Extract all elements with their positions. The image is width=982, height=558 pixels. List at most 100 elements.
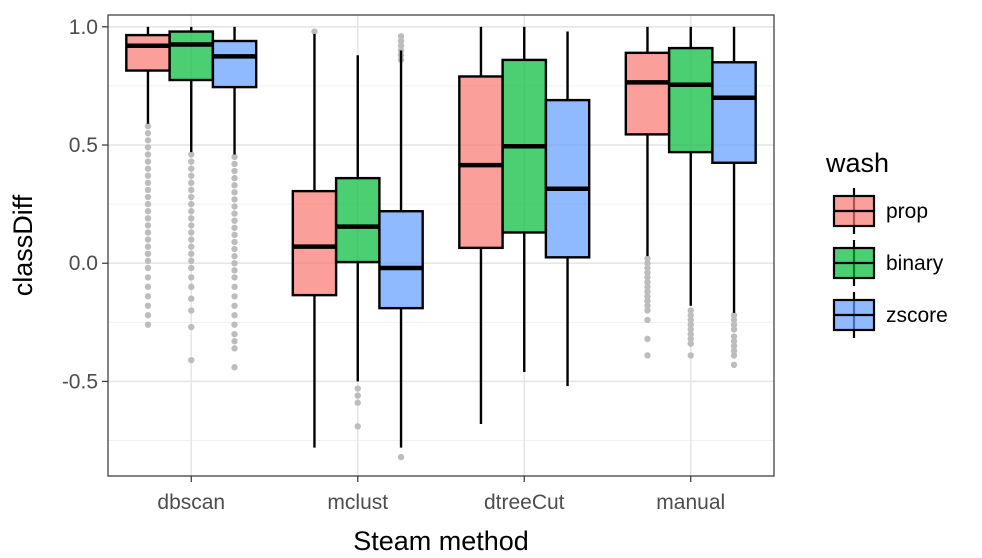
outlier-point bbox=[687, 335, 694, 343]
outlier-point bbox=[144, 200, 152, 208]
outlier-point bbox=[644, 255, 651, 262]
box-body bbox=[291, 189, 338, 297]
outlier-point bbox=[730, 347, 738, 354]
box-body bbox=[667, 46, 714, 154]
outlier-point bbox=[231, 274, 238, 281]
outlier-point bbox=[730, 342, 738, 350]
outlier-point bbox=[231, 345, 238, 352]
box-prop-dtreeCut bbox=[458, 26, 504, 424]
outlier-point bbox=[397, 33, 405, 40]
outlier-point bbox=[687, 326, 694, 333]
outlier-point bbox=[188, 236, 195, 243]
outlier-point bbox=[644, 307, 651, 314]
outlier-point bbox=[231, 217, 238, 224]
box-zscore-dbscan bbox=[211, 26, 258, 371]
outlier-point bbox=[144, 172, 152, 179]
outlier-point bbox=[644, 283, 651, 291]
outlier-point bbox=[188, 222, 195, 229]
outlier-point bbox=[188, 243, 195, 250]
box-zscore-mclust bbox=[378, 33, 424, 461]
outlier-point bbox=[644, 293, 651, 300]
outlier-point bbox=[144, 151, 152, 158]
x-axis-title: Steam method bbox=[353, 526, 529, 556]
box-body bbox=[458, 75, 504, 250]
outlier-point bbox=[687, 330, 694, 338]
y-tick-label: -0.5 bbox=[62, 370, 98, 393]
outlier-point bbox=[144, 321, 152, 328]
outlier-point bbox=[144, 274, 152, 281]
outlier-point bbox=[644, 297, 651, 305]
outlier-point bbox=[730, 312, 738, 319]
box-body bbox=[711, 61, 757, 164]
outlier-point bbox=[231, 302, 238, 309]
outlier-point bbox=[730, 352, 738, 359]
outlier-point bbox=[144, 122, 152, 130]
outlier-point bbox=[644, 352, 651, 359]
outlier-point bbox=[188, 283, 195, 291]
outlier-point bbox=[144, 215, 152, 222]
outlier-point bbox=[231, 153, 238, 161]
y-tick-label: 1.0 bbox=[69, 16, 98, 39]
outlier-point bbox=[144, 229, 152, 236]
box-binary-dtreeCut bbox=[501, 26, 548, 372]
x-tick-label: mclust bbox=[327, 491, 388, 514]
outlier-point bbox=[188, 356, 195, 364]
outlier-point bbox=[144, 186, 152, 194]
outlier-point bbox=[188, 165, 195, 172]
outlier-point bbox=[188, 250, 195, 257]
box-zscore-dtreeCut bbox=[544, 31, 591, 387]
outlier-point bbox=[188, 307, 195, 314]
outlier-point bbox=[231, 238, 238, 246]
outlier-point bbox=[730, 361, 738, 369]
outlier-point bbox=[354, 392, 361, 399]
outlier-point bbox=[188, 229, 195, 236]
outlier-point bbox=[687, 316, 694, 324]
box-prop-manual bbox=[624, 26, 671, 359]
outlier-point bbox=[730, 321, 738, 328]
legend-label: binary bbox=[886, 252, 944, 275]
outlier-point bbox=[144, 250, 152, 257]
outlier-point bbox=[144, 236, 152, 243]
outlier-point bbox=[144, 243, 152, 250]
outlier-point bbox=[188, 215, 195, 222]
outlier-point bbox=[730, 338, 738, 345]
outlier-point bbox=[144, 302, 152, 309]
y-tick-label: 0.0 bbox=[69, 252, 98, 275]
outlier-point bbox=[231, 267, 238, 274]
outlier-point bbox=[730, 326, 738, 333]
outlier-point bbox=[231, 321, 238, 328]
outlier-point bbox=[644, 335, 651, 343]
y-axis-title: classDiff bbox=[8, 194, 38, 296]
outlier-point bbox=[311, 28, 318, 35]
box-body bbox=[334, 176, 381, 264]
outlier-point bbox=[730, 333, 738, 340]
outlier-point bbox=[397, 37, 405, 45]
outlier-point bbox=[144, 283, 152, 291]
x-axis: dbscan mclust dtreeCut manual bbox=[157, 476, 725, 514]
outlier-point bbox=[188, 257, 195, 265]
outlier-point bbox=[231, 330, 238, 338]
x-tick-label: manual bbox=[656, 491, 725, 514]
outlier-point bbox=[397, 42, 405, 49]
box-binary-mclust bbox=[334, 55, 381, 430]
outlier-point bbox=[231, 224, 238, 231]
x-tick-label: dtreeCut bbox=[484, 491, 565, 514]
outlier-point bbox=[144, 144, 152, 151]
outlier-point bbox=[231, 203, 238, 210]
legend-item-binary: binary bbox=[832, 240, 944, 286]
box-body bbox=[544, 98, 591, 259]
legend-label: zscore bbox=[886, 304, 948, 327]
outlier-point bbox=[144, 208, 152, 215]
outlier-point bbox=[231, 189, 238, 196]
legend-label: prop bbox=[886, 200, 928, 223]
outlier-point bbox=[188, 193, 195, 201]
outlier-point bbox=[144, 179, 152, 187]
outlier-point bbox=[144, 293, 152, 300]
outlier-point bbox=[231, 283, 238, 291]
outlier-point bbox=[687, 352, 694, 359]
outlier-point bbox=[231, 210, 238, 217]
outlier-point bbox=[687, 307, 694, 314]
outlier-point bbox=[644, 316, 651, 324]
outlier-point bbox=[144, 264, 152, 272]
